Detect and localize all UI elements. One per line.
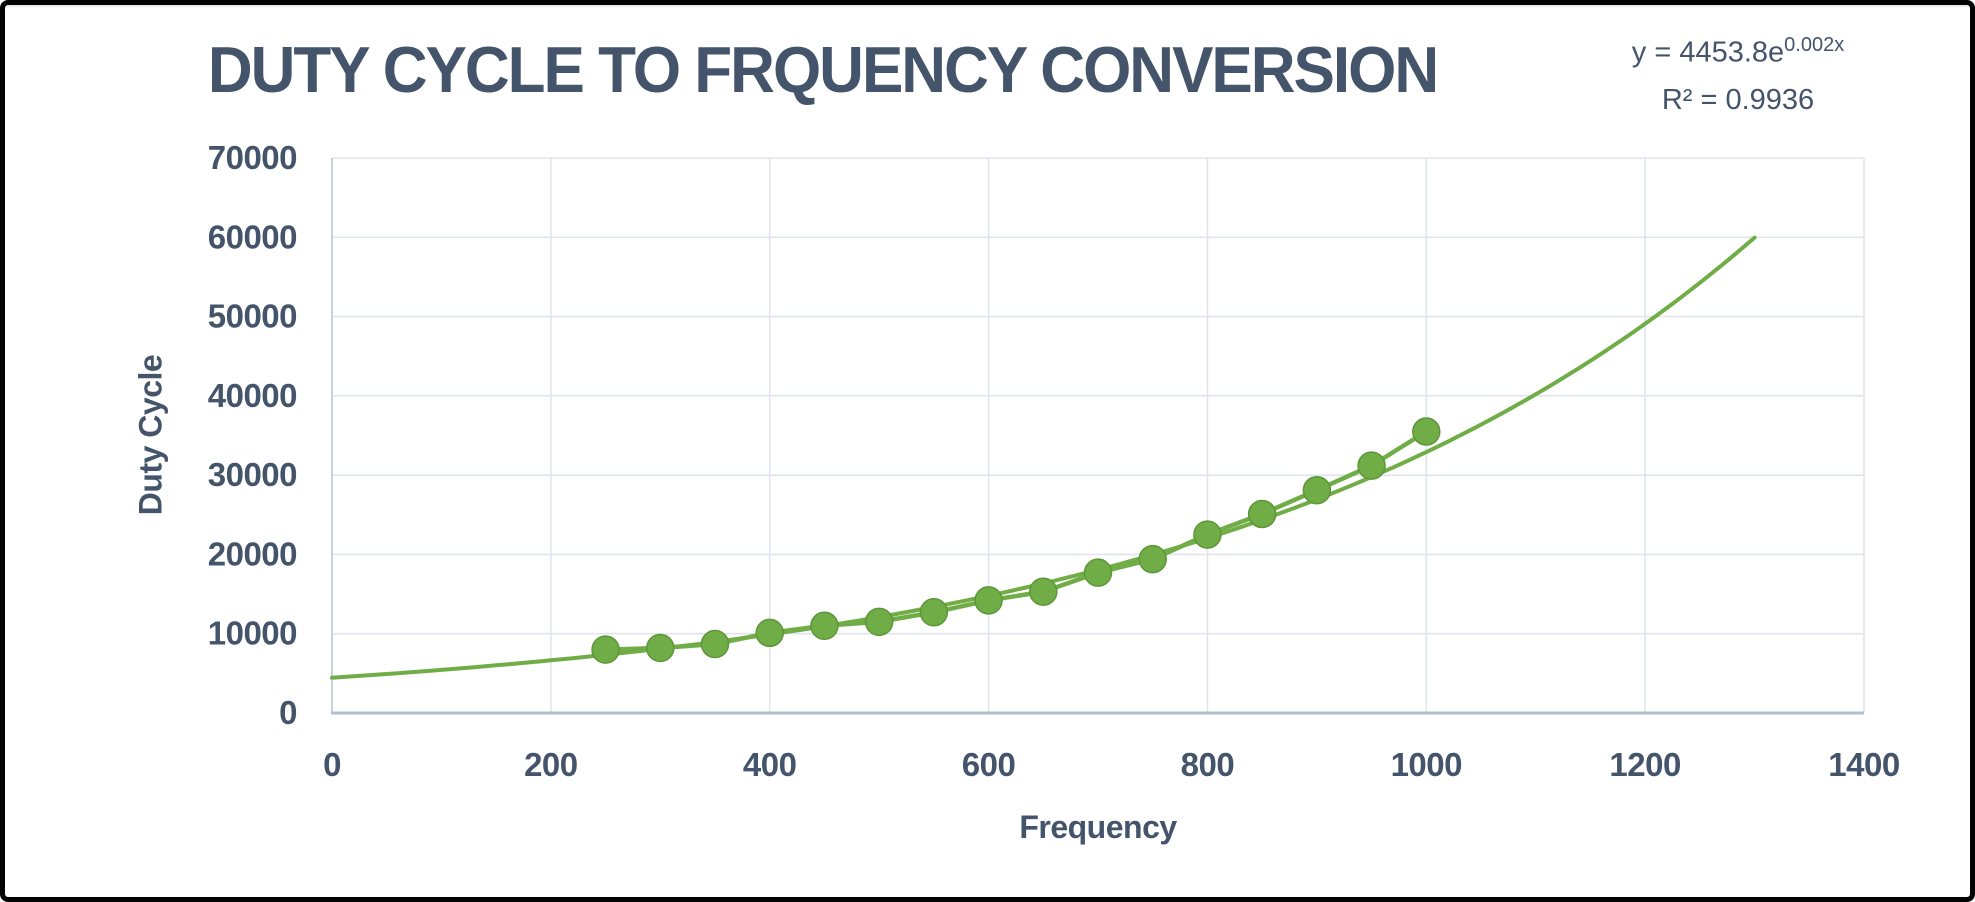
data-point-marker <box>1247 499 1277 529</box>
data-point-marker <box>864 607 894 637</box>
y-tick-label: 70000 <box>208 139 297 176</box>
trendline-equation: y = 4453.8e0.002x <box>1631 34 1845 69</box>
data-point-marker <box>646 633 675 663</box>
equation-exponent: 0.002x <box>1784 34 1845 56</box>
data-point-marker <box>755 618 784 648</box>
data-point-marker <box>700 629 730 659</box>
data-point-marker <box>1029 577 1058 606</box>
chart-canvas: 0 10000 20000 30000 40000 50000 60000 70000 0 200… <box>208 139 1900 783</box>
y-tick-label: 60000 <box>208 218 297 255</box>
x-tick-label: 1200 <box>1609 746 1680 783</box>
y-axis-title: Duty Cycle <box>132 354 169 516</box>
data-point-marker <box>591 635 620 664</box>
x-tick-label: 200 <box>524 746 578 783</box>
y-tick-label: 40000 <box>208 377 297 414</box>
y-tick-label: 0 <box>279 694 297 731</box>
x-tick-label: 800 <box>1181 746 1235 783</box>
x-tick-label: 0 <box>323 746 341 783</box>
data-point-marker <box>1193 520 1222 549</box>
trendline-curve <box>330 235 1757 680</box>
data-point-marker <box>1302 475 1332 505</box>
x-tick-label: 1400 <box>1828 746 1899 783</box>
data-point-marker <box>1083 558 1113 587</box>
series-line <box>605 429 1428 652</box>
trendline-label: y = 4453.8e0.002x R² = 0.9936 <box>1558 29 1918 124</box>
r-squared-value: R² = 0.9936 <box>1661 83 1815 116</box>
data-point-marker <box>1412 417 1441 446</box>
data-point-marker <box>974 586 1003 615</box>
y-tick-label: 20000 <box>208 535 297 572</box>
data-point-marker <box>919 598 949 627</box>
chart-title: DUTY CYCLE TO FRQUENCY CONVERSION <box>207 34 1439 107</box>
data-point-marker <box>1357 451 1386 480</box>
data-point-marker <box>1138 544 1167 574</box>
x-tick-label: 1000 <box>1391 746 1462 783</box>
y-tick-label: 30000 <box>208 456 297 493</box>
x-tick-label: 600 <box>962 746 1016 783</box>
y-tick-label: 50000 <box>208 298 297 335</box>
x-tick-label: 400 <box>743 746 797 783</box>
x-axis-title: Frequency <box>1019 809 1177 845</box>
y-tick-label: 10000 <box>208 615 297 652</box>
data-point-marker <box>810 611 839 641</box>
